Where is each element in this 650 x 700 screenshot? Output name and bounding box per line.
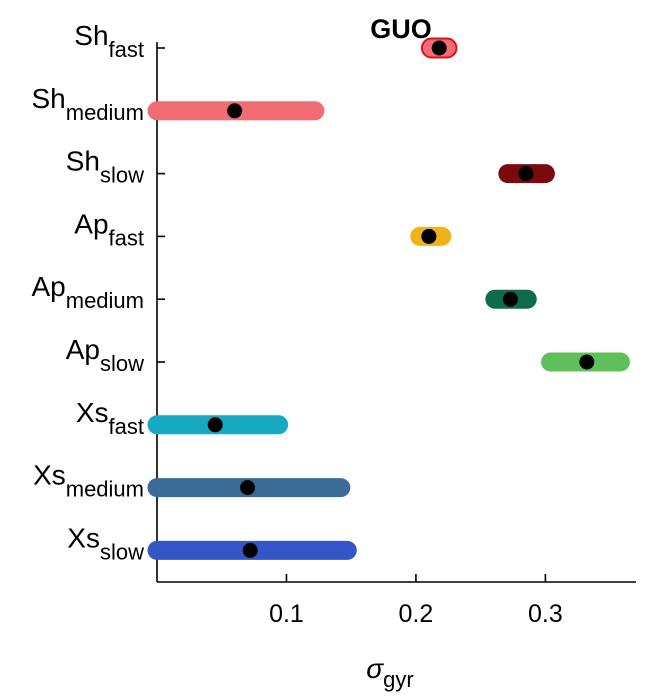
data-point bbox=[240, 480, 256, 496]
data-point bbox=[227, 103, 243, 119]
y-tick-label-main: Xs bbox=[67, 522, 100, 553]
y-tick-label: Apfast bbox=[74, 208, 144, 250]
y-tick-label-main: Ap bbox=[32, 271, 66, 302]
y-tick-label: Shmedium bbox=[32, 83, 145, 125]
x-axis-label-subscript: gyr bbox=[383, 667, 414, 692]
y-tick-label-subscript: slow bbox=[100, 163, 144, 188]
y-tick-label-subscript: fast bbox=[109, 225, 144, 250]
x-axis-label: σgyr bbox=[366, 653, 413, 692]
y-tick-label-subscript: medium bbox=[66, 477, 144, 502]
data-point bbox=[502, 291, 518, 307]
y-tick-label-subscript: fast bbox=[109, 414, 144, 439]
y-tick-label: Xsmedium bbox=[33, 460, 144, 502]
data-point bbox=[579, 354, 595, 370]
x-tick-label: 0.2 bbox=[399, 600, 434, 628]
data-point bbox=[207, 417, 223, 433]
y-tick-label: Shslow bbox=[66, 146, 144, 188]
x-axis-label-symbol: σ bbox=[366, 653, 384, 684]
x-tick-label: 0.3 bbox=[528, 600, 563, 628]
y-tick-label: Xsfast bbox=[76, 397, 144, 439]
y-tick-label-subscript: slow bbox=[100, 351, 144, 376]
y-tick-label-subscript: slow bbox=[100, 539, 144, 564]
y-tick-label: Apmedium bbox=[32, 271, 145, 313]
y-tick-label-main: Sh bbox=[74, 20, 108, 51]
y-tick-label-subscript: medium bbox=[66, 288, 144, 313]
x-tick-label: 0.1 bbox=[269, 600, 304, 628]
y-tick-label: Apslow bbox=[66, 334, 144, 376]
y-tick-label-main: Ap bbox=[66, 334, 100, 365]
y-tick-label-subscript: fast bbox=[109, 37, 144, 62]
plot-area: 0.1 0.2 0.3ShfastShmediumShslowApfastApmed… bbox=[32, 20, 636, 628]
y-tick-label-main: Xs bbox=[76, 397, 109, 428]
data-point bbox=[518, 166, 534, 182]
y-tick-label: Shfast bbox=[74, 20, 144, 62]
chart-title: GUO bbox=[370, 14, 432, 44]
y-tick-label-main: Sh bbox=[66, 146, 100, 177]
data-point bbox=[242, 542, 258, 558]
y-tick-label-main: Xs bbox=[33, 460, 66, 491]
data-point bbox=[421, 228, 437, 244]
y-tick-label-main: Ap bbox=[74, 208, 108, 239]
y-tick-label: Xsslow bbox=[67, 522, 144, 564]
y-tick-label-main: Sh bbox=[32, 83, 66, 114]
y-tick-label-subscript: medium bbox=[66, 100, 144, 125]
data-point bbox=[431, 40, 447, 56]
